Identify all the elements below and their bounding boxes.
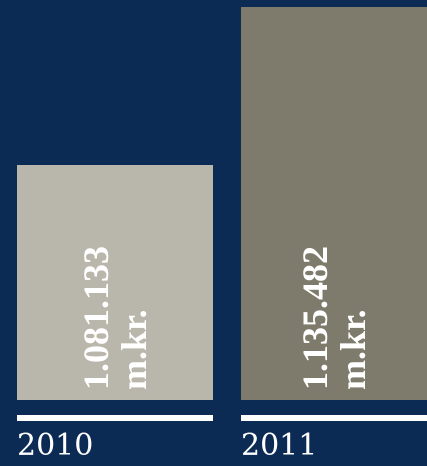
- bar: [241, 7, 427, 400]
- baseline: [241, 415, 427, 421]
- x-tick-label: 2011: [241, 428, 318, 463]
- x-tick-label: 2010: [17, 428, 94, 463]
- value-label: 1.135.482 m.kr.: [295, 246, 373, 390]
- bar: [17, 164, 213, 400]
- baseline: [17, 415, 213, 421]
- value-label: 1.081.133 m.kr.: [76, 246, 154, 390]
